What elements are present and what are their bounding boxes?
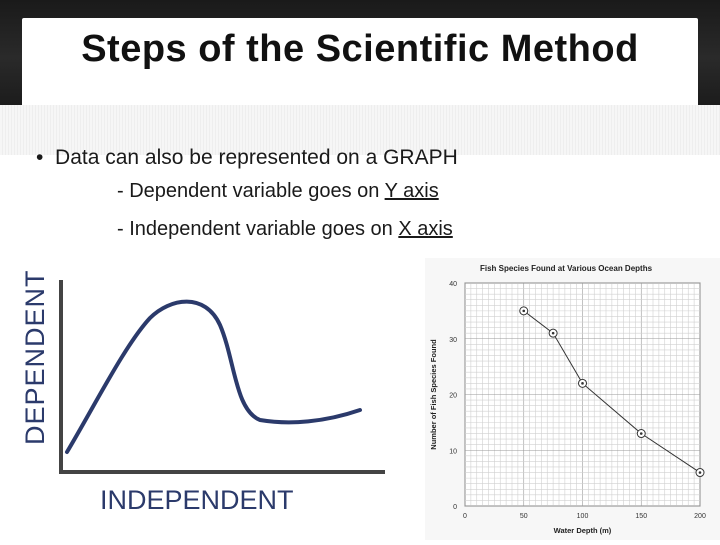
data-point-center: [698, 471, 702, 474]
bullet-dot: •: [36, 146, 56, 169]
y-tick-label: 20: [449, 393, 457, 400]
x-tick-label: 50: [520, 513, 528, 520]
data-point-center: [522, 309, 526, 313]
data-point-center: [551, 331, 555, 335]
y-tick-label: 40: [449, 281, 457, 288]
sub-bullet-independent-text: - Independent variable goes on: [117, 218, 399, 240]
y-axis-underlined: Y axis: [384, 180, 439, 202]
sketch-curve: [65, 299, 362, 454]
slide-title: Steps of the Scientific Method: [81, 28, 639, 70]
x-tick-label: 100: [577, 513, 589, 520]
fish-depth-chart: 0 50 100 150 200 0 10 20 30 40 Fish Species Found …: [429, 264, 706, 535]
y-tick-label: 30: [449, 337, 457, 344]
x-tick-label: 200: [694, 513, 706, 520]
sub-bullet-independent: - Independent variable goes on X axis: [117, 218, 453, 241]
concept-sketch: [59, 280, 385, 474]
x-tick-label: 150: [635, 513, 647, 520]
x-axis-label: Water Depth (m): [554, 526, 612, 535]
y-tick-label: 10: [449, 448, 457, 455]
x-tick-label: 0: [463, 513, 467, 520]
independent-axis-label: INDEPENDENT: [100, 485, 294, 515]
data-point-center: [639, 432, 643, 435]
data-point-center: [581, 382, 584, 385]
sub-bullet-dependent-text: - Dependent variable goes on: [117, 180, 385, 202]
bullet-main-text: Data can also be represented on a GRAPH: [55, 146, 458, 169]
y-tick-label: 0: [453, 504, 457, 511]
sub-bullet-dependent: - Dependent variable goes on Y axis: [117, 180, 439, 203]
texture-band: [0, 105, 720, 155]
x-axis-underlined: X axis: [398, 218, 453, 240]
bullet-main: • Data can also be represented on a GRAP…: [36, 146, 458, 170]
chart-title: Fish Species Found at Various Ocean Dept…: [480, 264, 653, 273]
title-bar: [22, 18, 698, 108]
fish-depth-graph: 0 50 100 150 200 0 10 20 30 40 Fish Species Found …: [425, 258, 720, 540]
y-axis-label: Number of Fish Species Found: [429, 339, 438, 450]
dependent-axis-label: DEPENDENT: [20, 269, 50, 445]
